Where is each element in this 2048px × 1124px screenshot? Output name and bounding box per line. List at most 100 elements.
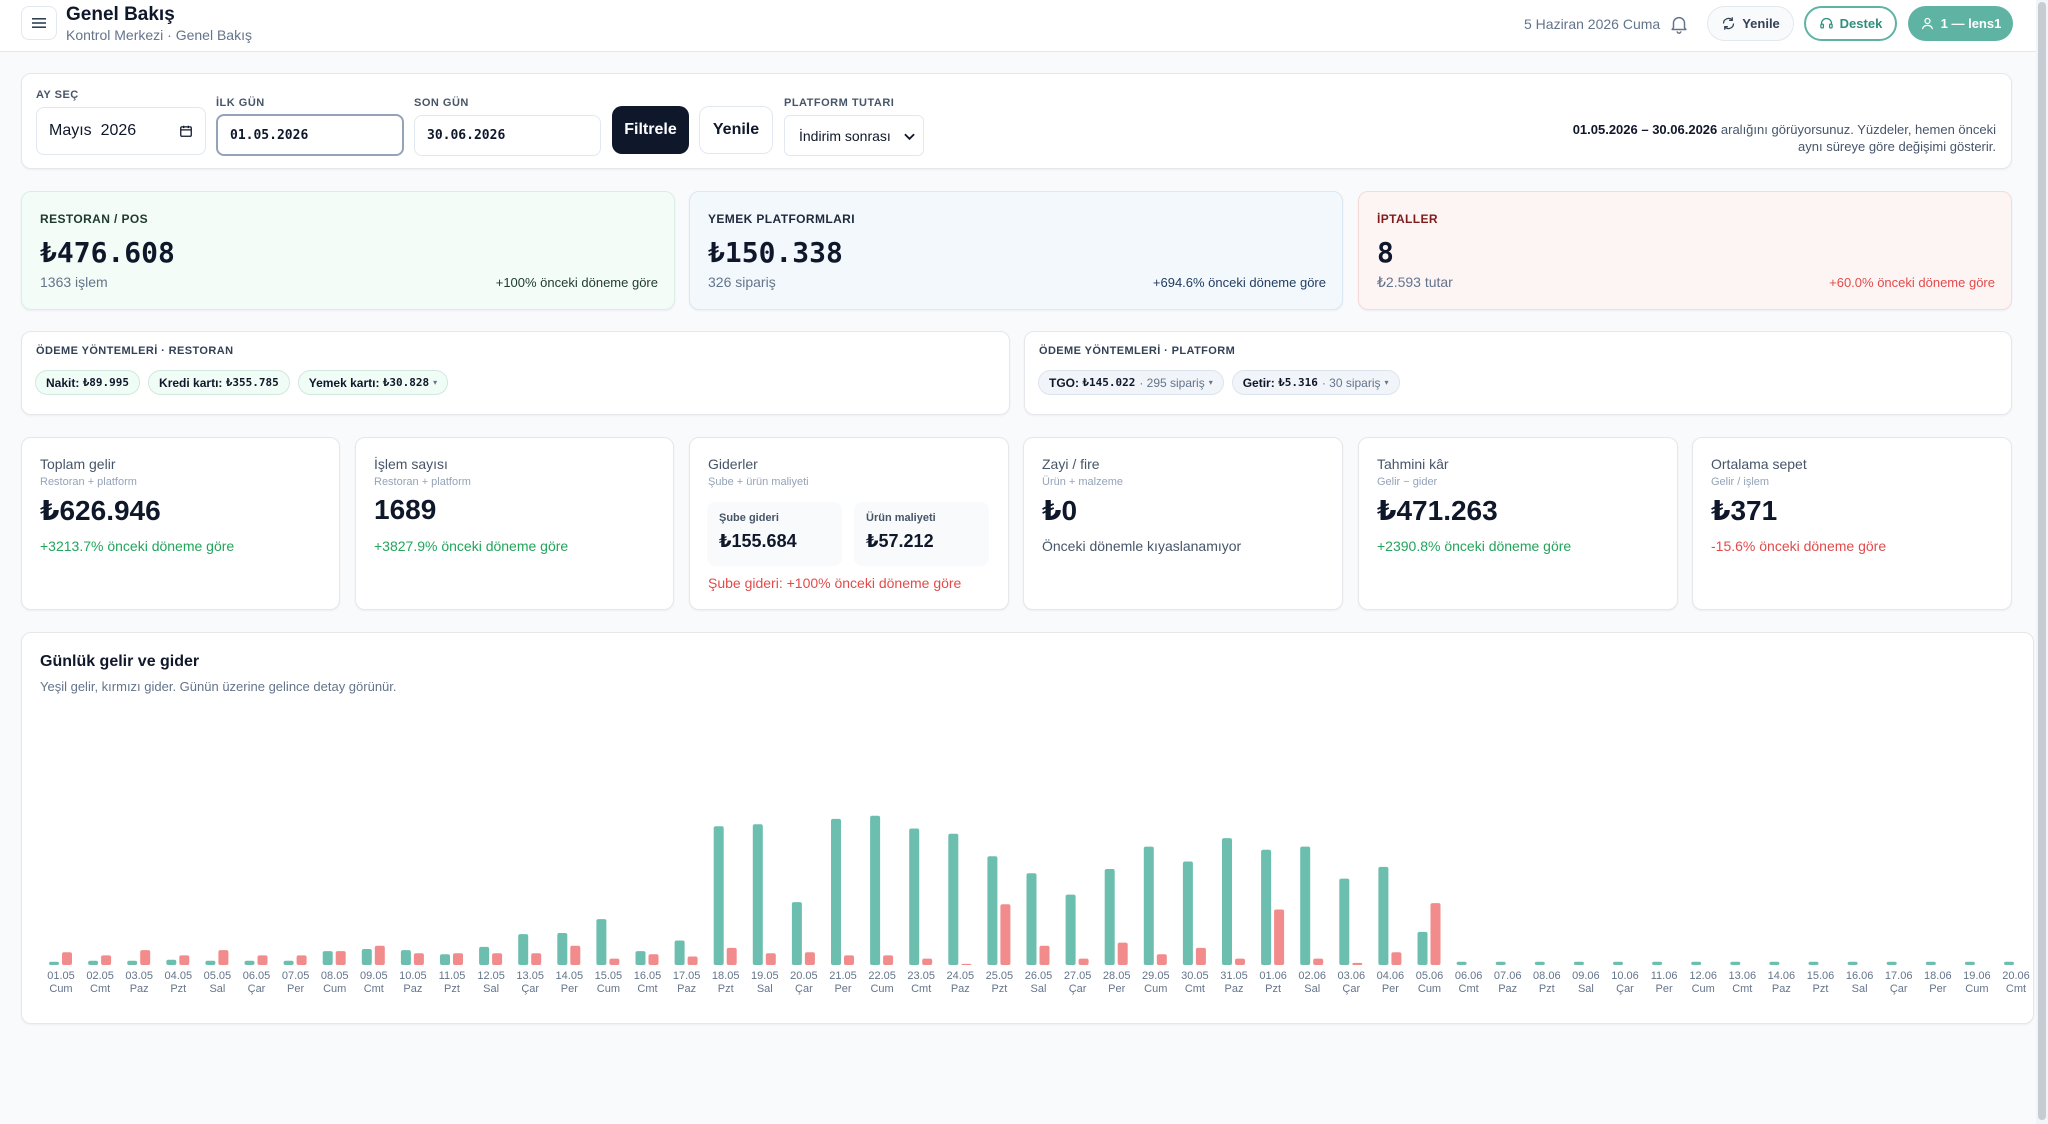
expense-bar[interactable] <box>961 963 972 965</box>
income-bar[interactable] <box>1691 961 1702 965</box>
income-bar[interactable] <box>831 818 841 965</box>
income-bar[interactable] <box>870 815 881 965</box>
income-bar[interactable] <box>1339 878 1350 965</box>
income-bar[interactable] <box>987 856 998 965</box>
income-bar[interactable] <box>1847 961 1858 965</box>
expense-bar[interactable] <box>62 952 72 965</box>
expense-bar[interactable] <box>1430 903 1441 965</box>
income-bar[interactable] <box>1143 846 1154 965</box>
expense-bar[interactable] <box>687 956 698 966</box>
income-bar[interactable] <box>1065 894 1076 965</box>
expense-bar[interactable] <box>726 947 737 965</box>
expense-bar[interactable] <box>531 953 542 965</box>
income-bar[interactable] <box>752 824 763 965</box>
chip-tgo[interactable]: TGO: ₺145.022 · 295 sipariş ▾ <box>1038 370 1224 395</box>
income-bar[interactable] <box>1613 961 1623 965</box>
income-bar[interactable] <box>1222 838 1232 965</box>
income-bar[interactable] <box>88 960 99 965</box>
income-bar[interactable] <box>479 946 490 965</box>
income-bar[interactable] <box>1182 861 1193 966</box>
expense-bar[interactable] <box>883 955 894 965</box>
expense-bar[interactable] <box>492 953 503 965</box>
expense-bar[interactable] <box>1156 954 1167 965</box>
expense-bar[interactable] <box>218 950 229 965</box>
income-bar[interactable] <box>1378 866 1389 965</box>
expense-bar[interactable] <box>1039 945 1050 965</box>
expense-bar[interactable] <box>1235 958 1245 965</box>
income-bar[interactable] <box>948 833 959 965</box>
income-bar[interactable] <box>1495 961 1506 965</box>
chip-getir[interactable]: Getir: ₺5.316 · 30 sipariş ▾ <box>1231 370 1400 395</box>
income-bar[interactable] <box>713 826 724 965</box>
income-bar[interactable] <box>361 949 372 965</box>
income-bar[interactable] <box>440 954 450 965</box>
expense-bar[interactable] <box>101 955 112 965</box>
filter-button[interactable]: Filtrele <box>612 106 689 154</box>
platform-amount-select[interactable]: İndirim sonrası <box>784 115 924 156</box>
expense-bar[interactable] <box>335 951 346 965</box>
expense-bar[interactable] <box>1000 904 1011 965</box>
support-button[interactable]: Destek <box>1804 6 1897 41</box>
income-bar[interactable] <box>1769 961 1780 965</box>
expense-bar[interactable] <box>1313 958 1324 965</box>
expense-bar[interactable] <box>257 955 268 965</box>
income-bar[interactable] <box>1026 873 1037 965</box>
income-bar[interactable] <box>1261 849 1272 965</box>
expense-bar[interactable] <box>296 955 307 965</box>
income-bar[interactable] <box>1300 846 1311 965</box>
expense-bar[interactable] <box>570 945 581 965</box>
bell-icon[interactable] <box>1668 13 1690 35</box>
income-bar[interactable] <box>1925 961 1936 965</box>
expense-bar[interactable] <box>413 953 424 965</box>
reset-button[interactable]: Yenile <box>699 106 773 154</box>
income-bar[interactable] <box>1573 961 1584 965</box>
start-date-input[interactable]: 01.05.2026 <box>216 114 404 156</box>
income-bar[interactable] <box>1808 961 1819 965</box>
end-date-input[interactable]: 30.06.2026 <box>414 115 601 156</box>
expense-bar[interactable] <box>140 950 151 965</box>
income-bar[interactable] <box>518 934 529 965</box>
expense-bar[interactable] <box>374 945 385 965</box>
expense-bar[interactable] <box>1117 942 1128 965</box>
expense-bar[interactable] <box>1078 958 1089 965</box>
income-bar[interactable] <box>1652 961 1663 965</box>
page-scrollbar-thumb[interactable] <box>2038 2 2046 1120</box>
income-bar[interactable] <box>1730 961 1741 965</box>
income-bar[interactable] <box>596 919 607 965</box>
income-bar[interactable] <box>1104 869 1115 965</box>
income-bar[interactable] <box>49 961 59 965</box>
expense-bar[interactable] <box>1391 952 1402 965</box>
income-bar[interactable] <box>1417 931 1428 965</box>
income-bar[interactable] <box>1964 961 1975 965</box>
income-bar[interactable] <box>674 940 685 966</box>
income-bar[interactable] <box>166 959 177 965</box>
expense-bar[interactable] <box>609 958 620 965</box>
income-bar[interactable] <box>791 902 802 965</box>
refresh-button[interactable]: Yenile <box>1707 6 1794 41</box>
expense-bar[interactable] <box>1195 947 1206 965</box>
income-bar[interactable] <box>635 951 646 965</box>
expense-bar[interactable] <box>453 953 463 965</box>
chip-credit-card[interactable]: Kredi kartı: ₺355.785 <box>148 370 290 395</box>
income-bar[interactable] <box>244 960 255 965</box>
income-bar[interactable] <box>205 960 216 965</box>
month-picker[interactable]: Mayıs 2026 <box>36 107 206 155</box>
income-bar[interactable] <box>909 828 920 966</box>
expense-bar[interactable] <box>804 952 815 965</box>
income-bar[interactable] <box>283 960 294 965</box>
expense-bar[interactable] <box>179 955 190 965</box>
menu-button[interactable] <box>21 6 57 40</box>
expense-bar[interactable] <box>648 954 659 965</box>
income-bar[interactable] <box>1456 961 1467 965</box>
expense-bar[interactable] <box>844 955 854 965</box>
expense-bar[interactable] <box>765 953 776 965</box>
income-bar[interactable] <box>2004 961 2014 965</box>
expense-bar[interactable] <box>1352 962 1363 965</box>
expense-bar[interactable] <box>922 958 933 965</box>
income-bar[interactable] <box>322 951 333 965</box>
income-bar[interactable] <box>1886 961 1897 965</box>
chip-cash[interactable]: Nakit: ₺89.995 <box>35 370 141 395</box>
income-bar[interactable] <box>400 950 411 965</box>
income-bar[interactable] <box>1534 961 1545 965</box>
user-menu-button[interactable]: 1 — lens1 <box>1908 6 2013 41</box>
